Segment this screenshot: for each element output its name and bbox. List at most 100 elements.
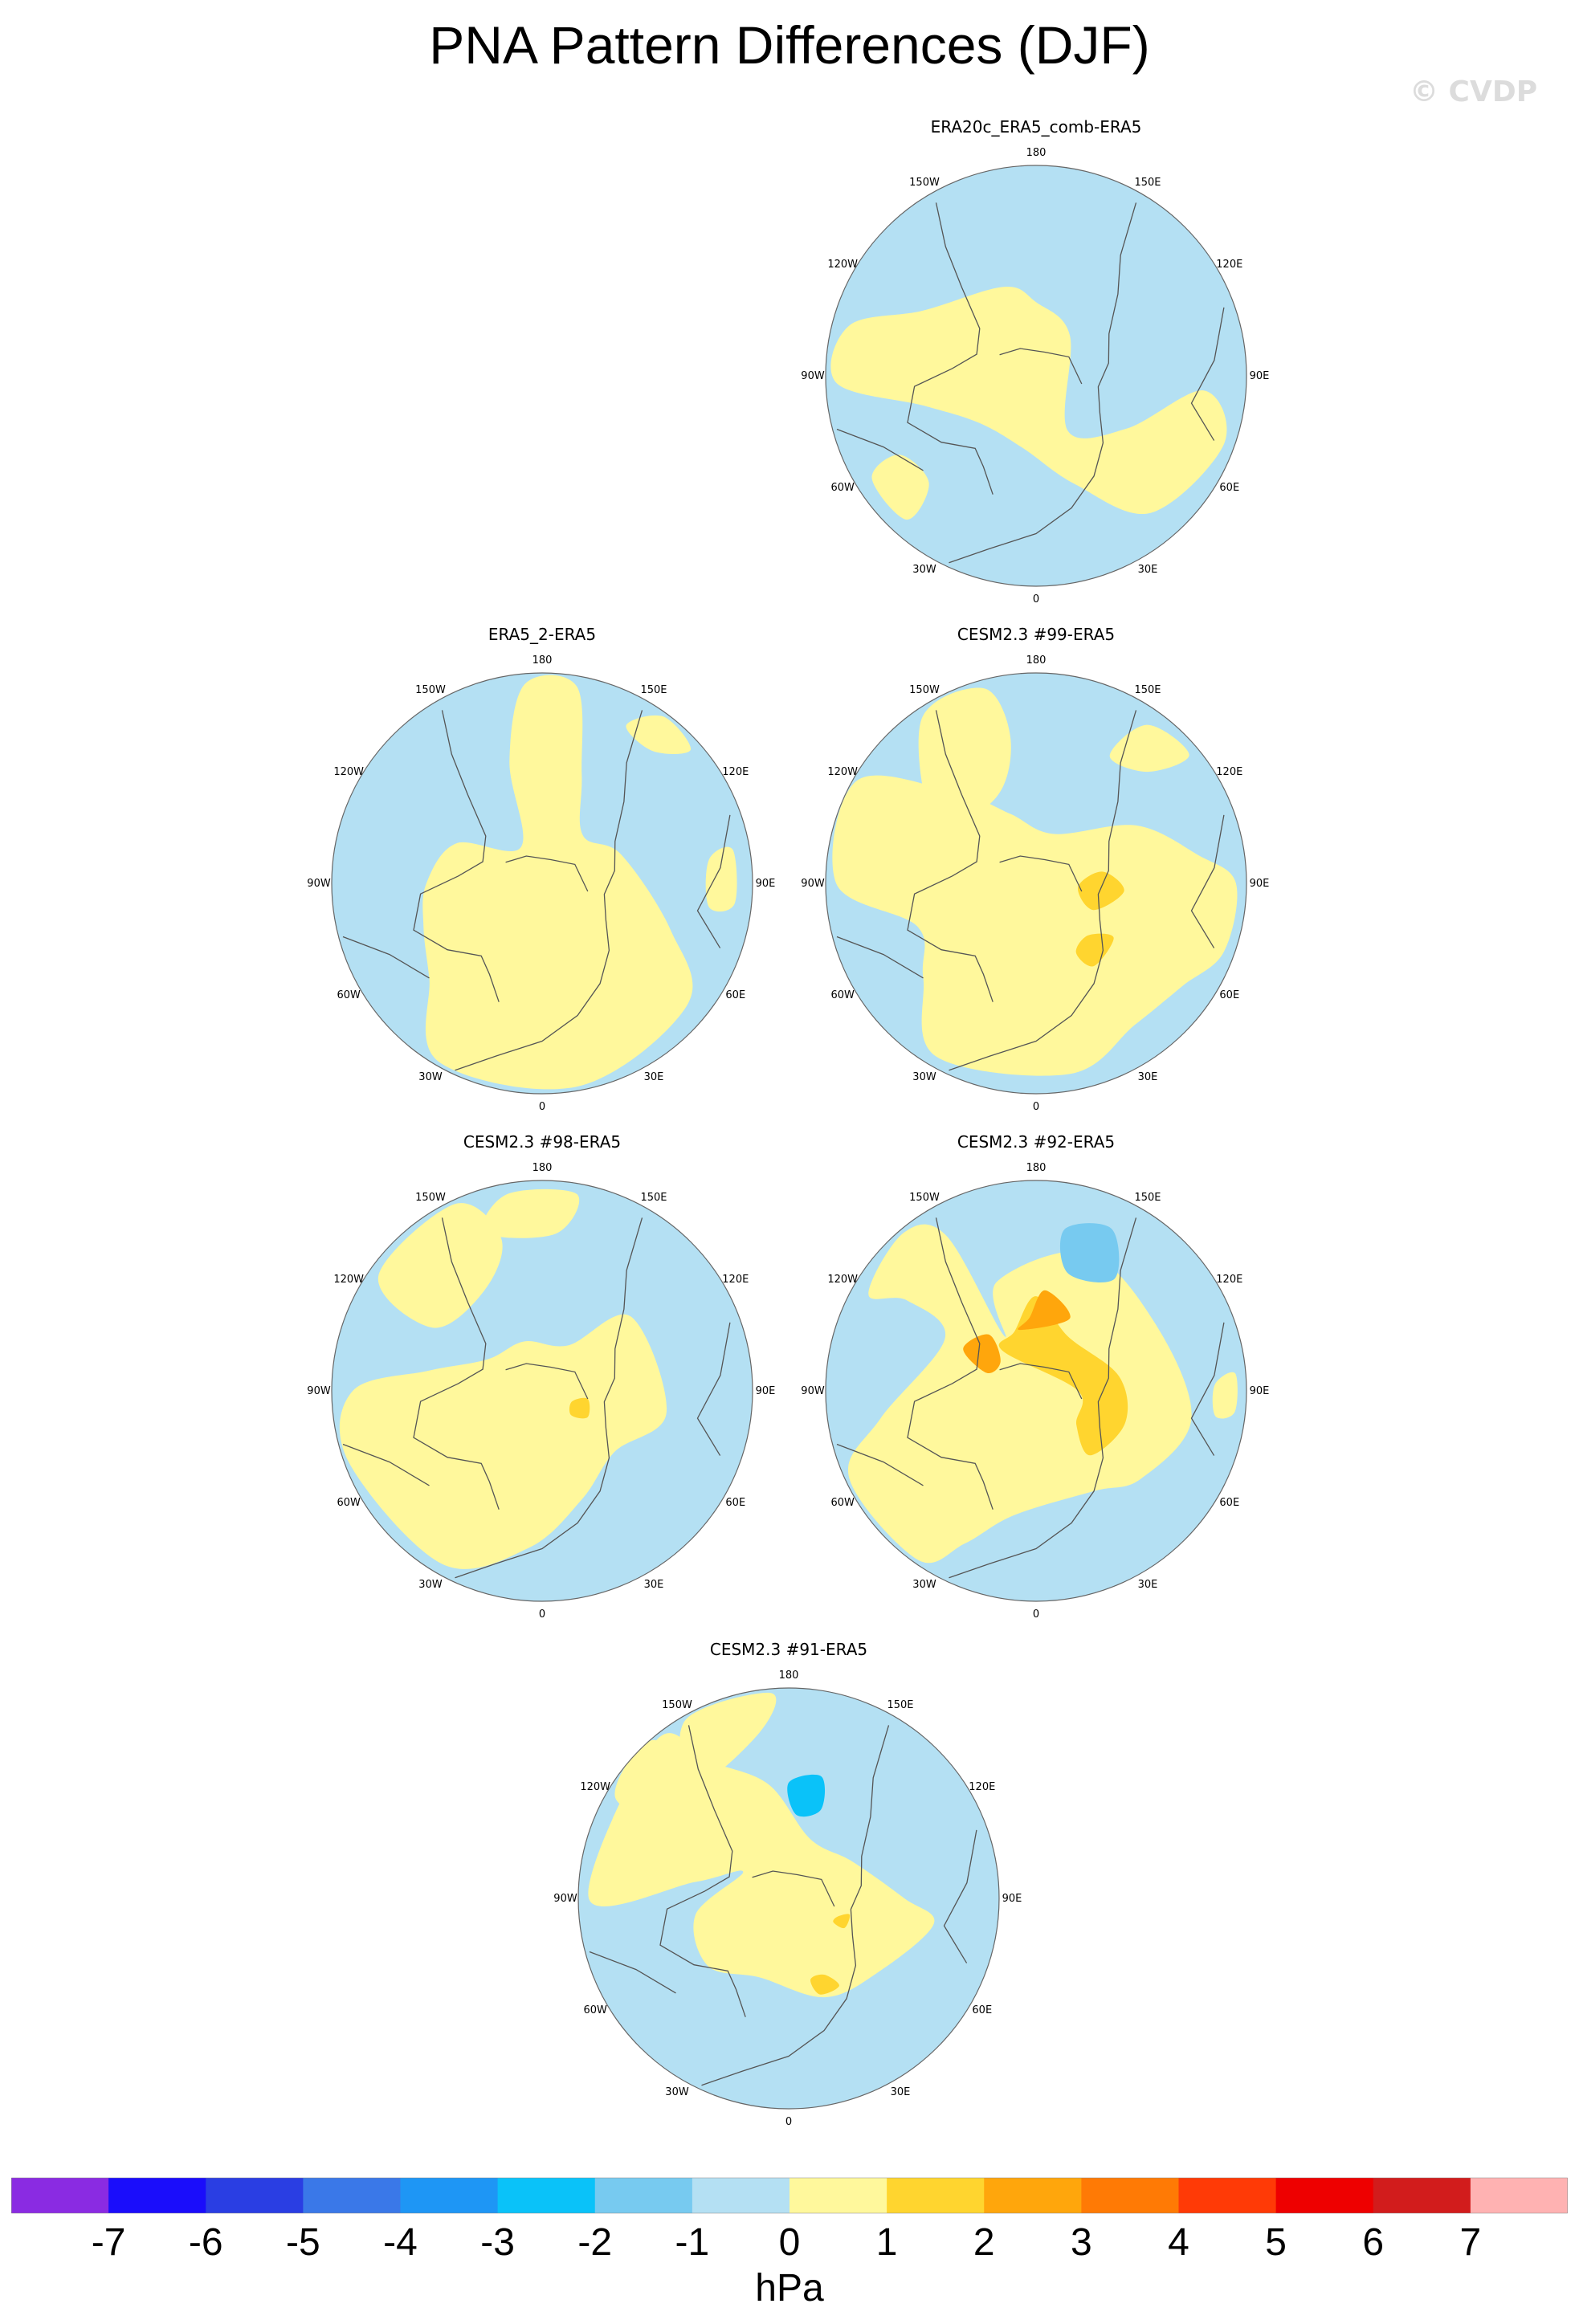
coastline bbox=[696, 1322, 731, 1456]
panel-title: ERA20c_ERA5_comb-ERA5 bbox=[930, 117, 1142, 137]
longitude-label: 120W bbox=[333, 766, 364, 778]
colorbar-swatch bbox=[303, 2178, 402, 2213]
map-panel-cesm-99: CESM2.3 #99-ERA5 180 150E 120E 90E 60E 30E 0 30… bbox=[779, 625, 1293, 1123]
coastline bbox=[836, 936, 924, 979]
longitude-label: 120W bbox=[580, 1781, 610, 1793]
panel-title: CESM2.3 #92-ERA5 bbox=[957, 1132, 1116, 1152]
colorbar-swatch bbox=[1470, 2178, 1568, 2213]
colorbar-tick-label: -2 bbox=[577, 2221, 613, 2264]
longitude-label: 30W bbox=[418, 1579, 443, 1591]
anomaly-contour bbox=[482, 1189, 580, 1238]
anomaly-contour bbox=[998, 1296, 1128, 1456]
panel-title: CESM2.3 #98-ERA5 bbox=[463, 1132, 622, 1152]
longitude-label: 180 bbox=[1026, 1162, 1047, 1174]
longitude-label: 90E bbox=[1250, 878, 1270, 890]
coastline bbox=[455, 1217, 643, 1579]
coastline bbox=[907, 710, 994, 1002]
watermark-logo: © CVDP bbox=[1410, 75, 1538, 108]
longitude-label: 150E bbox=[887, 1699, 913, 1711]
longitude-label: 90W bbox=[307, 1385, 331, 1397]
anomaly-contour bbox=[626, 715, 692, 755]
longitude-label: 60W bbox=[337, 1497, 361, 1509]
coastline bbox=[701, 1725, 890, 2086]
colorbar-tick-label: 5 bbox=[1265, 2221, 1287, 2264]
map-panel-era20c: ERA20c_ERA5_comb-ERA5 180 150E 120E 90E 60E 3… bbox=[779, 117, 1293, 615]
longitude-label: 120E bbox=[969, 1781, 995, 1793]
longitude-label: 180 bbox=[1026, 147, 1047, 159]
colorbar-swatch bbox=[1081, 2178, 1180, 2213]
longitude-label: 150W bbox=[662, 1699, 692, 1711]
colorbar-tick-label: 7 bbox=[1459, 2221, 1482, 2264]
polar-map: 180 150E 120E 90E 60E 30E 0 30W 60W 90W 120W 150W bbox=[801, 654, 1270, 1113]
map-border bbox=[577, 1687, 1000, 2110]
coastline bbox=[999, 1363, 1083, 1400]
colorbar-swatch bbox=[400, 2178, 499, 2213]
coastline bbox=[949, 710, 1137, 1071]
longitude-label: 90W bbox=[553, 1893, 577, 1905]
longitude-label: 150W bbox=[415, 684, 446, 696]
longitude-label: 120W bbox=[827, 1274, 858, 1286]
longitude-label: 120W bbox=[827, 766, 858, 778]
coastline bbox=[1190, 814, 1225, 948]
coastline bbox=[999, 855, 1083, 892]
anomaly-contour bbox=[871, 455, 929, 520]
colorbar-swatch bbox=[1373, 2178, 1471, 2213]
longitude-label: 120E bbox=[722, 766, 749, 778]
longitude-label: 30E bbox=[1138, 1071, 1158, 1083]
longitude-label: 180 bbox=[532, 654, 553, 667]
longitude-label: 0 bbox=[785, 2116, 792, 2128]
longitude-label: 60E bbox=[725, 989, 745, 1001]
longitude-label: 120E bbox=[1216, 259, 1242, 271]
longitude-label: 60W bbox=[830, 482, 855, 494]
longitude-label: 120W bbox=[333, 1274, 364, 1286]
anomaly-contour bbox=[569, 1397, 590, 1419]
longitude-label: 30W bbox=[912, 564, 936, 576]
longitude-label: 120E bbox=[722, 1274, 749, 1286]
longitude-label: 60E bbox=[1219, 989, 1239, 1001]
longitude-label: 30E bbox=[1138, 1579, 1158, 1591]
anomaly-contour bbox=[787, 1774, 826, 1817]
longitude-label: 30E bbox=[644, 1579, 664, 1591]
anomaly-contour bbox=[339, 1314, 667, 1569]
longitude-label: 150W bbox=[909, 1192, 940, 1204]
polar-map: 180 150E 120E 90E 60E 30E 0 30W 60W 90W 120W 150W bbox=[553, 1670, 1022, 2128]
longitude-label: 90W bbox=[801, 370, 825, 382]
polar-map: 180 150E 120E 90E 60E 30E 0 30W 60W 90W 120W 150W bbox=[801, 1162, 1270, 1621]
coastline bbox=[413, 1217, 500, 1510]
anomaly-contour bbox=[1018, 1290, 1071, 1331]
polar-map: 180 150E 120E 90E 60E 30E 0 30W 60W 90W 120W 150W bbox=[801, 147, 1270, 605]
anomaly-contour bbox=[1077, 871, 1124, 911]
coastline bbox=[342, 936, 430, 979]
longitude-label: 90E bbox=[1250, 370, 1270, 382]
anomaly-contour bbox=[614, 1739, 696, 1834]
coastline bbox=[999, 348, 1083, 385]
longitude-label: 30E bbox=[644, 1071, 664, 1083]
colorbar-swatch bbox=[11, 2178, 109, 2213]
colorbar-tick-label: 1 bbox=[875, 2221, 898, 2264]
colorbar-swatch bbox=[206, 2178, 304, 2213]
colorbar-swatch bbox=[887, 2178, 985, 2213]
longitude-label: 0 bbox=[539, 1101, 545, 1113]
coastline bbox=[696, 814, 731, 948]
longitude-label: 30E bbox=[891, 2086, 911, 2098]
map-border bbox=[825, 672, 1247, 1095]
coastline bbox=[342, 1443, 430, 1486]
longitude-label: 60E bbox=[972, 2004, 992, 2016]
longitude-label: 150W bbox=[909, 684, 940, 696]
anomaly-contour bbox=[1212, 1372, 1238, 1419]
coastline bbox=[943, 1829, 977, 1963]
coastline bbox=[949, 202, 1137, 564]
colorbar-tick-label: 0 bbox=[778, 2221, 801, 2264]
panel-title: CESM2.3 #99-ERA5 bbox=[957, 625, 1116, 644]
longitude-label: 120E bbox=[1216, 766, 1242, 778]
coastline bbox=[907, 202, 994, 495]
colorbar-tick-label: -5 bbox=[286, 2221, 320, 2264]
longitude-label: 90E bbox=[1250, 1385, 1270, 1397]
anomaly-contour bbox=[833, 1914, 851, 1929]
map-border bbox=[825, 1180, 1247, 1602]
longitude-label: 30W bbox=[665, 2086, 689, 2098]
longitude-label: 60E bbox=[725, 1497, 745, 1509]
coastline bbox=[1190, 307, 1225, 441]
anomaly-contour bbox=[1109, 724, 1189, 773]
map-panel-era5-2: ERA5_2-ERA5 180 150E 120E 90E 60E 30E 0 30W 60W 9… bbox=[285, 625, 799, 1123]
